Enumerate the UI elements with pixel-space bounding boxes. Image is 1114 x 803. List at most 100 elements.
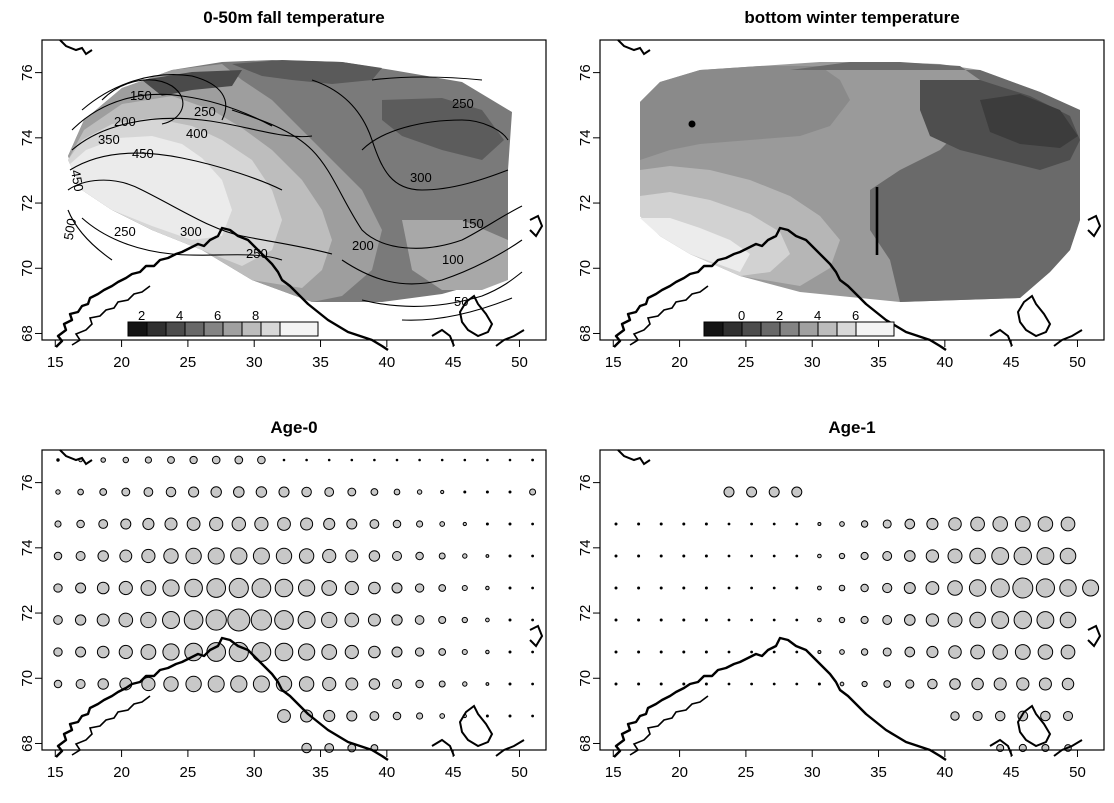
abundance-bubble [486, 683, 489, 686]
abundance-bubble [724, 487, 734, 497]
abundance-bubble [345, 613, 359, 627]
abundance-bubble [773, 555, 775, 557]
abundance-bubble [1014, 611, 1031, 628]
station-marker [689, 121, 696, 128]
x-tick-label: 15 [605, 764, 622, 781]
y-tick-label: 72 [19, 605, 36, 622]
abundance-bubble [164, 677, 178, 691]
svalbard-coast [60, 40, 92, 54]
abundance-bubble [638, 555, 640, 557]
y-tick-label: 74 [577, 129, 594, 146]
panel-age1 [600, 450, 1104, 760]
y-tick-label: 74 [19, 539, 36, 556]
abundance-bubble [324, 710, 335, 721]
abundance-bubble [416, 552, 423, 559]
abundance-bubble [76, 551, 85, 560]
abundance-bubble [532, 523, 534, 525]
abundance-bubble [463, 522, 466, 525]
contour-label: 250 [114, 224, 136, 239]
abundance-bubble [97, 582, 109, 594]
abundance-bubble [369, 551, 379, 561]
abundance-bubble [615, 619, 617, 621]
abundance-bubble [1062, 678, 1073, 689]
abundance-bubble [54, 584, 62, 592]
abundance-bubble [796, 523, 798, 525]
x-tick-label: 30 [246, 764, 263, 781]
abundance-bubble [905, 647, 915, 657]
abundance-bubble [769, 487, 779, 497]
abundance-bubble [1013, 578, 1033, 598]
legend-label: 2 [776, 308, 783, 323]
abundance-bubble [747, 487, 757, 497]
abundance-bubble [486, 618, 490, 622]
abundance-bubble [184, 611, 203, 630]
abundance-bubble [1015, 645, 1030, 660]
abundance-bubble [1038, 517, 1053, 532]
abundance-bubble [486, 715, 488, 717]
y-tick-label: 72 [577, 605, 594, 622]
abundance-bubble [100, 489, 107, 496]
abundance-bubble [949, 518, 962, 531]
abundance-bubble [163, 580, 179, 596]
abundance-bubble [302, 743, 312, 753]
abundance-bubble [992, 612, 1009, 629]
x-tick-label: 25 [180, 764, 197, 781]
abundance-bubble [861, 616, 868, 623]
kanin-peninsula [1018, 296, 1050, 336]
abundance-bubble [728, 523, 730, 525]
abundance-bubble [971, 517, 985, 531]
svalbard-coast [60, 450, 92, 464]
abundance-bubble [970, 548, 986, 564]
abundance-bubble [283, 459, 285, 461]
abundance-bubble [369, 646, 381, 658]
abundance-bubble [122, 488, 130, 496]
abundance-bubble [278, 710, 291, 723]
abundance-bubble [615, 651, 617, 653]
abundance-bubble [751, 523, 753, 525]
abundance-bubble [973, 711, 982, 720]
abundance-bubble [1083, 580, 1099, 596]
abundance-bubble [208, 548, 224, 564]
abundance-bubble [926, 582, 939, 595]
abundance-bubble [57, 459, 59, 461]
abundance-bubble [638, 619, 640, 621]
abundance-bubble [1014, 547, 1031, 564]
abundance-bubble [207, 579, 226, 598]
abundance-bubble [509, 715, 511, 717]
x-tick-label: 35 [312, 354, 329, 371]
x-tick-label: 30 [246, 354, 263, 371]
abundance-bubble [904, 615, 915, 626]
abundance-bubble [751, 651, 753, 653]
abundance-bubble [728, 651, 730, 653]
abundance-bubble [299, 549, 313, 563]
abundance-bubble [415, 616, 424, 625]
abundance-bubble [210, 517, 223, 530]
x-tick-label: 15 [47, 354, 64, 371]
abundance-bubble [462, 649, 467, 654]
abundance-bubble [187, 518, 200, 531]
abundance-bubble [530, 489, 536, 495]
abundance-bubble [796, 555, 798, 557]
bubble-grid [615, 487, 1099, 752]
abundance-bubble [905, 519, 915, 529]
legend-label: 6 [852, 308, 859, 323]
contour-label: 200 [352, 238, 374, 253]
abundance-bubble [417, 490, 421, 494]
abundance-bubble [906, 680, 914, 688]
abundance-bubble [440, 714, 445, 719]
abundance-bubble [76, 583, 86, 593]
abundance-bubble [163, 644, 179, 660]
abundance-bubble [486, 555, 489, 558]
abundance-bubble [970, 612, 986, 628]
abundance-bubble [55, 521, 61, 527]
abundance-bubble [972, 678, 983, 689]
x-tick-label: 45 [445, 764, 462, 781]
x-tick-label: 40 [936, 354, 953, 371]
abundance-bubble [231, 676, 247, 692]
abundance-bubble [441, 459, 443, 461]
abundance-bubble [904, 583, 915, 594]
abundance-bubble [347, 711, 357, 721]
abundance-bubble [615, 523, 617, 525]
contour-label: 500 [61, 217, 80, 241]
x-tick-label: 35 [870, 354, 887, 371]
